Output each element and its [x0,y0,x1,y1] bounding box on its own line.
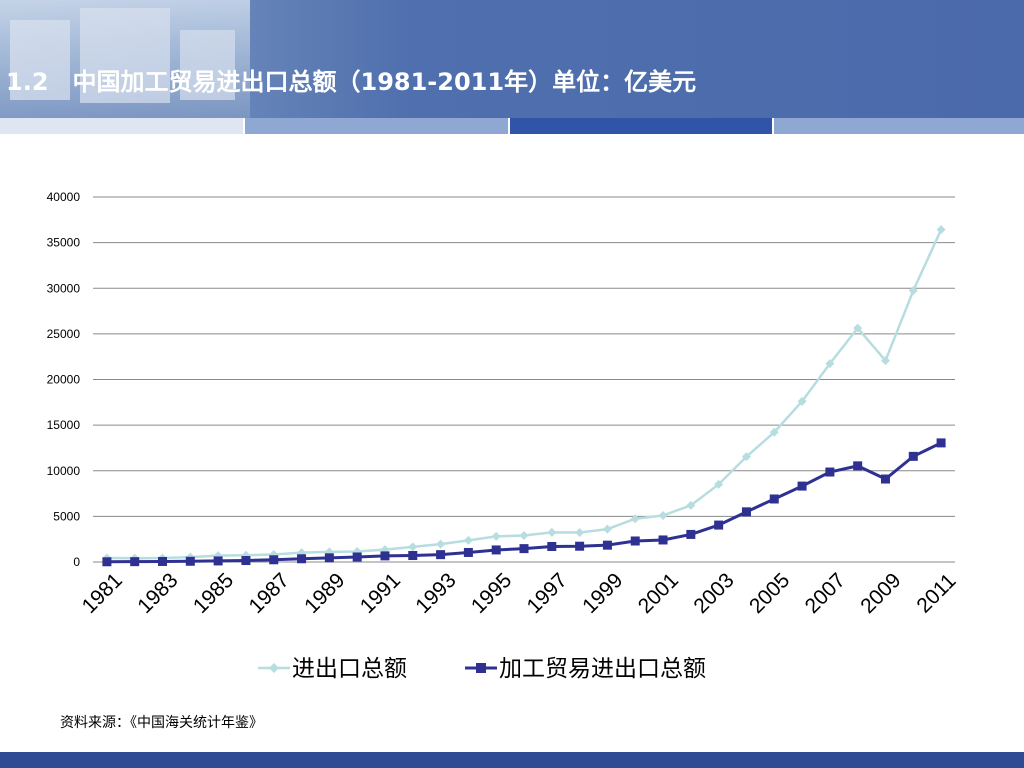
y-tick-label: 20000 [47,373,81,387]
data-point [908,451,918,461]
x-tick-label: 1981 [78,569,127,618]
data-point [436,539,446,549]
x-tick-label: 1991 [356,569,405,618]
legend-marker [476,663,486,673]
x-tick-label: 2003 [689,569,738,618]
footer-bar [0,752,1024,768]
campus-photo [0,0,250,118]
x-tick-label: 1995 [467,569,516,618]
data-point [880,356,890,366]
data-point [769,427,779,437]
legend-label: 进出口总额 [292,656,407,682]
page-title: 1.2 中国加工贸易进出口总额（1981-2011年）单位：亿美元 [6,68,697,96]
data-point [130,557,140,567]
data-point [547,527,557,537]
data-point [519,544,529,554]
data-point [908,286,918,296]
data-point [741,452,751,462]
header-stripe-3 [510,118,772,134]
data-point [741,507,751,517]
data-point [352,552,362,562]
data-point [769,494,779,504]
data-point [158,556,168,566]
data-point [797,396,807,406]
data-point [213,556,223,566]
data-point [686,500,696,510]
data-point [630,514,640,524]
data-point [797,481,807,491]
data-point [658,535,668,545]
data-point [408,542,418,552]
x-tick-label: 1999 [578,569,627,618]
y-tick-label: 30000 [47,281,81,295]
y-tick-label: 25000 [47,327,81,341]
data-point [602,540,612,550]
data-point [185,556,195,566]
y-tick-label: 0 [73,555,80,569]
data-point [408,551,418,561]
data-point [714,479,724,489]
data-point [936,225,946,235]
data-point [269,555,279,565]
y-axis-ticks: 0 5000 10000 15000 20000 25000 30000 35000 40000 [47,190,81,569]
series-line-1 [106,229,943,560]
data-point [436,550,446,560]
data-point [602,524,612,534]
data-point [575,527,585,537]
legend: 进出口总额 加工贸易进出口总额 [258,656,706,682]
legend-marker [269,663,279,673]
y-tick-label: 40000 [47,190,81,204]
header-banner: 1.2 中国加工贸易进出口总额（1981-2011年）单位：亿美元 [0,0,1024,118]
x-axis-ticks: 1981 1983 1985 1987 1989 1991 1993 1995 1997 1999… [78,569,961,618]
data-point [491,531,501,541]
data-point [714,520,724,530]
y-tick-label: 15000 [47,418,81,432]
x-tick-label: 1987 [244,569,293,618]
data-point [491,545,501,555]
data-point [853,323,863,333]
x-tick-label: 2007 [801,569,850,618]
data-point [658,510,668,520]
data-point [241,556,251,566]
header-stripe-4 [774,118,1024,134]
y-tick-label: 35000 [47,236,81,250]
data-point [853,461,863,471]
x-tick-label: 1993 [411,569,460,618]
header-stripe-1 [0,118,243,134]
data-point [547,542,557,552]
data-point [380,551,390,561]
data-point [575,541,585,551]
x-tick-label: 2001 [634,569,683,618]
header-stripe-2 [245,118,508,134]
line-chart: 0 5000 10000 15000 20000 25000 30000 35000 40000… [47,190,961,682]
legend-label: 加工贸易进出口总额 [499,656,706,682]
series-line-2 [106,441,942,564]
x-tick-label: 2009 [856,569,905,618]
data-point [880,474,890,484]
x-tick-label: 1983 [133,569,182,618]
data-point [102,557,112,567]
source-note: 资料来源：《中国海关统计年鉴》 [60,715,263,731]
data-point [825,467,835,477]
x-tick-label: 2005 [745,569,794,618]
x-tick-label: 1997 [523,569,572,618]
x-tick-label: 1989 [300,569,349,618]
data-point [825,359,835,369]
x-tick-label: 1985 [189,569,238,618]
data-point [297,554,307,564]
x-tick-label: 2011 [912,569,960,617]
data-point [324,553,334,563]
data-point [936,438,946,448]
data-point [463,535,473,545]
data-point [630,536,640,546]
grid-lines [93,196,955,563]
data-point [519,531,529,541]
y-tick-label: 10000 [47,464,81,478]
data-point [686,529,696,539]
series-group [102,225,946,567]
data-point [463,547,473,557]
y-tick-label: 5000 [53,509,80,523]
